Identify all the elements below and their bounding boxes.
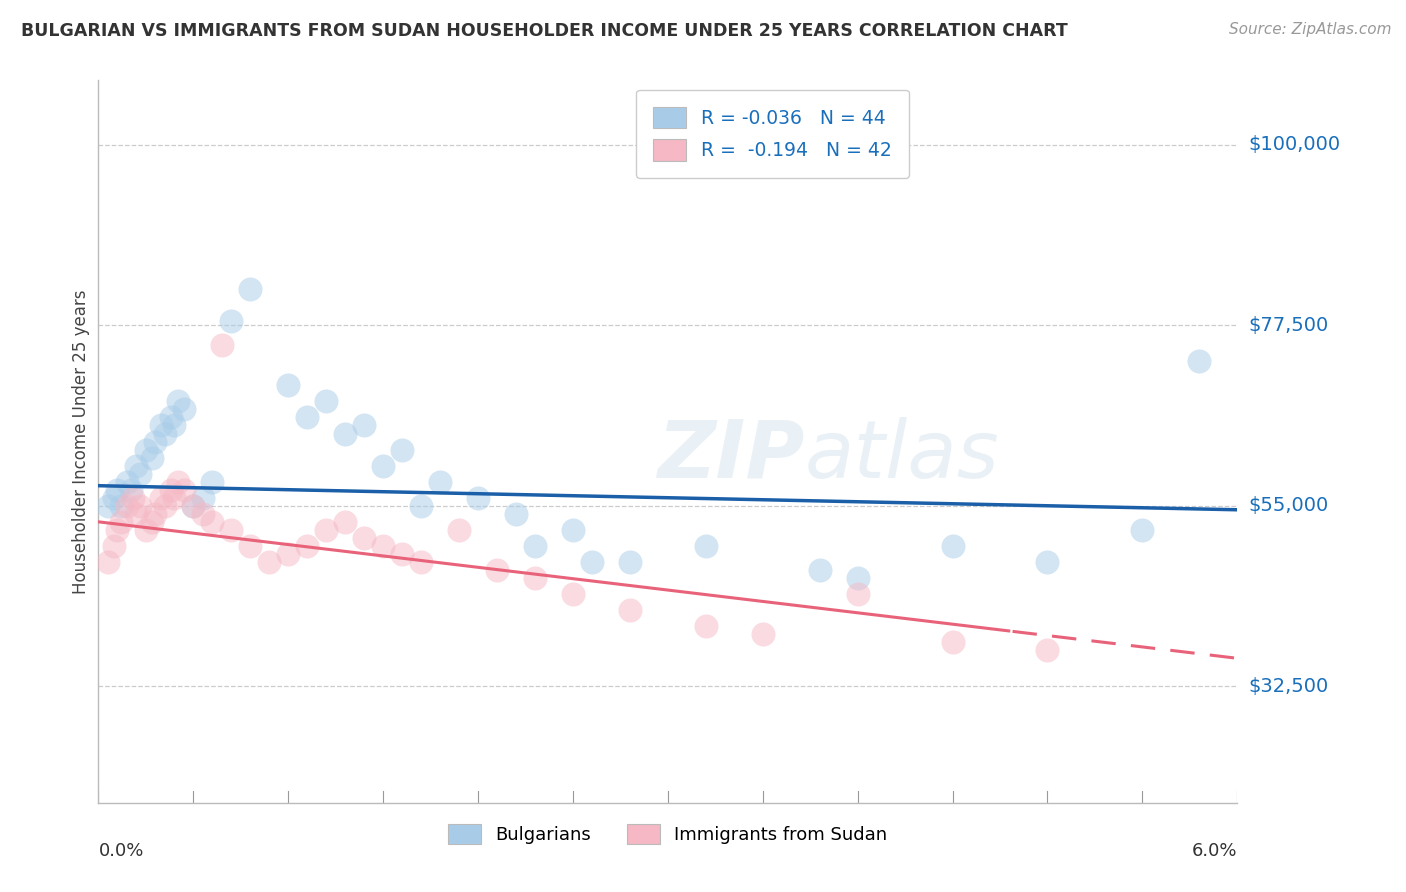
Point xyxy=(110,499,132,513)
Text: $32,500: $32,500 xyxy=(1249,677,1329,696)
Text: $100,000: $100,000 xyxy=(1249,135,1340,154)
Point xyxy=(447,523,470,537)
Point xyxy=(1036,555,1059,569)
Point xyxy=(121,491,143,505)
Point xyxy=(173,483,195,497)
Point xyxy=(411,499,433,513)
Point xyxy=(125,458,148,473)
Point xyxy=(486,563,509,577)
Text: 6.0%: 6.0% xyxy=(1192,842,1237,860)
Point xyxy=(467,491,489,505)
Point xyxy=(173,402,195,417)
Point xyxy=(107,523,129,537)
Point xyxy=(523,539,546,553)
Point xyxy=(201,475,224,489)
Point xyxy=(97,499,120,513)
Point xyxy=(135,442,157,457)
Point xyxy=(808,563,831,577)
Point xyxy=(150,491,173,505)
Point xyxy=(619,603,641,617)
Point xyxy=(695,619,717,633)
Point xyxy=(297,539,319,553)
Point xyxy=(353,418,375,433)
Point xyxy=(505,507,527,521)
Point xyxy=(277,547,299,561)
Point xyxy=(153,499,176,513)
Point xyxy=(695,539,717,553)
Point xyxy=(335,515,357,529)
Point xyxy=(1188,354,1211,368)
Y-axis label: Householder Income Under 25 years: Householder Income Under 25 years xyxy=(72,289,90,594)
Point xyxy=(135,523,157,537)
Point xyxy=(129,467,152,481)
Point xyxy=(153,426,176,441)
Point xyxy=(145,434,166,449)
Point xyxy=(110,515,132,529)
Point xyxy=(141,515,163,529)
Text: 0.0%: 0.0% xyxy=(98,842,143,860)
Point xyxy=(581,555,603,569)
Point xyxy=(103,539,125,553)
Point xyxy=(1130,523,1153,537)
Point xyxy=(97,555,120,569)
Point xyxy=(277,378,299,392)
Point xyxy=(115,475,138,489)
Point xyxy=(752,627,775,641)
Point xyxy=(219,523,243,537)
Point xyxy=(371,458,394,473)
Point xyxy=(163,491,186,505)
Point xyxy=(429,475,451,489)
Point xyxy=(129,499,152,513)
Point xyxy=(335,426,357,441)
Text: $55,000: $55,000 xyxy=(1249,496,1329,516)
Point xyxy=(163,418,186,433)
Point xyxy=(561,523,585,537)
Point xyxy=(1036,643,1059,657)
Point xyxy=(167,394,190,409)
Point xyxy=(942,635,965,649)
Text: atlas: atlas xyxy=(804,417,1000,495)
Point xyxy=(125,507,148,521)
Point xyxy=(297,410,319,425)
Point xyxy=(846,587,869,601)
Point xyxy=(115,499,138,513)
Text: Source: ZipAtlas.com: Source: ZipAtlas.com xyxy=(1229,22,1392,37)
Point xyxy=(391,547,413,561)
Point xyxy=(183,499,205,513)
Point xyxy=(159,410,181,425)
Point xyxy=(103,491,125,505)
Point xyxy=(183,499,205,513)
Point xyxy=(315,394,337,409)
Point xyxy=(219,314,243,328)
Point xyxy=(846,571,869,585)
Text: $77,500: $77,500 xyxy=(1249,316,1329,334)
Point xyxy=(353,531,375,545)
Text: BULGARIAN VS IMMIGRANTS FROM SUDAN HOUSEHOLDER INCOME UNDER 25 YEARS CORRELATION: BULGARIAN VS IMMIGRANTS FROM SUDAN HOUSE… xyxy=(21,22,1067,40)
Point xyxy=(523,571,546,585)
Point xyxy=(315,523,337,537)
Point xyxy=(239,282,262,296)
Text: ZIP: ZIP xyxy=(657,417,804,495)
Point xyxy=(141,450,163,465)
Point xyxy=(191,491,214,505)
Point xyxy=(371,539,394,553)
Point xyxy=(145,507,166,521)
Point xyxy=(150,418,173,433)
Point xyxy=(259,555,281,569)
Point xyxy=(239,539,262,553)
Point xyxy=(942,539,965,553)
Point xyxy=(191,507,214,521)
Point xyxy=(391,442,413,457)
Point xyxy=(201,515,224,529)
Legend: Bulgarians, Immigrants from Sudan: Bulgarians, Immigrants from Sudan xyxy=(434,809,901,859)
Point xyxy=(561,587,585,601)
Point xyxy=(159,483,181,497)
Point xyxy=(107,483,129,497)
Point xyxy=(167,475,190,489)
Point xyxy=(211,338,233,352)
Point xyxy=(411,555,433,569)
Point xyxy=(619,555,641,569)
Point xyxy=(120,483,142,497)
